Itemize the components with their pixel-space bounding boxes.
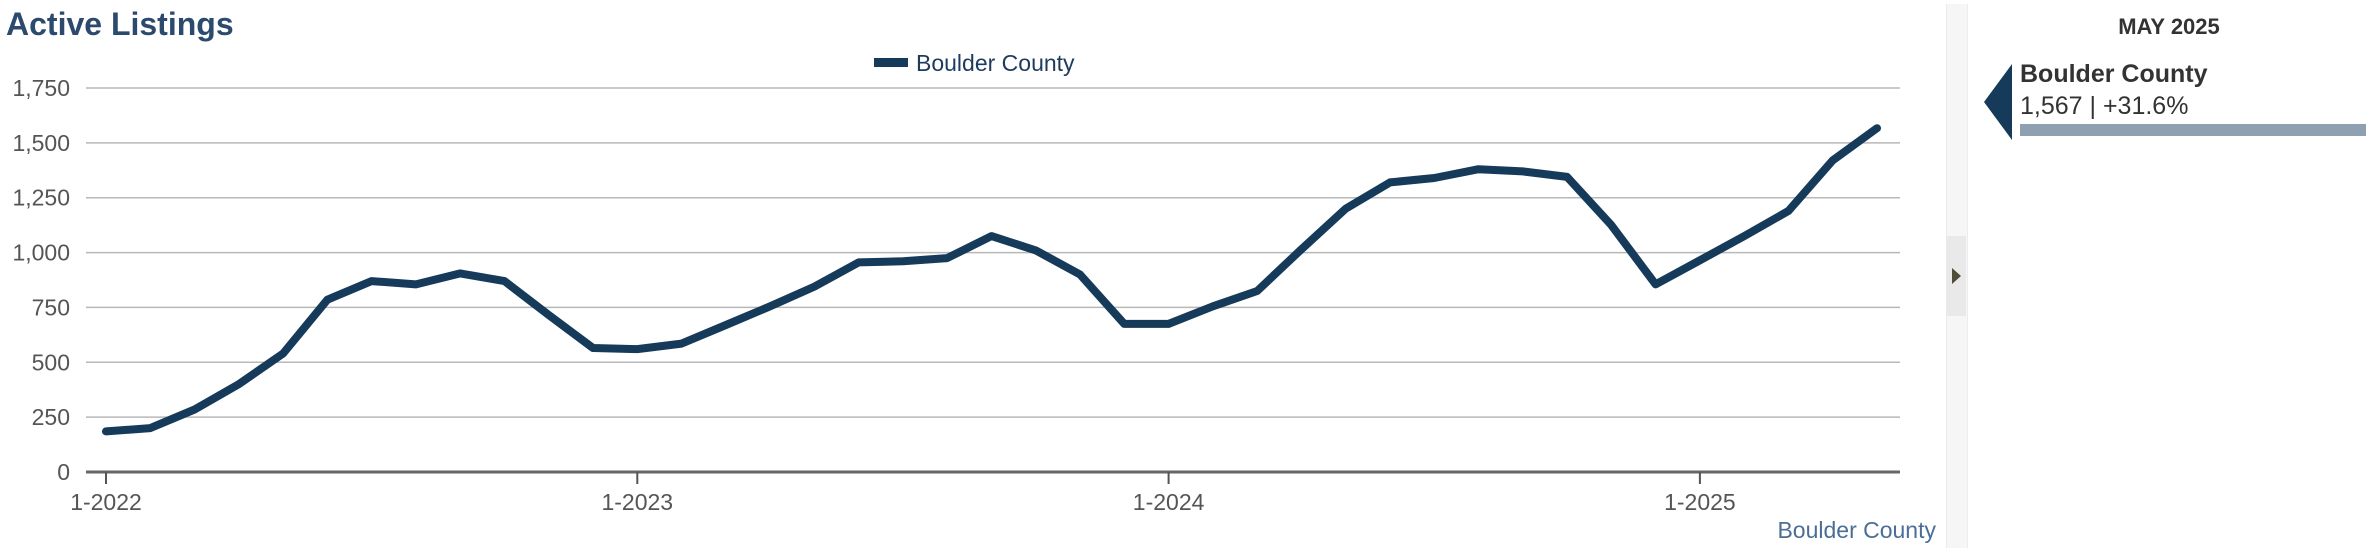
y-tick-label: 250: [32, 404, 70, 430]
y-tick-label: 500: [32, 349, 70, 375]
chart-title: Active Listings: [6, 6, 234, 42]
series-line-boulder-county[interactable]: [102, 124, 1881, 436]
x-tick-label: 1-2023: [601, 489, 673, 515]
panel-period-label: MAY 2025: [2118, 14, 2220, 39]
y-axis-ticks: 0 250 500 750 1,000 1,250 1,500 1,750: [12, 75, 70, 485]
gridlines: [86, 87, 1900, 418]
panel-value-text: 1,567 | +31.6%: [2020, 92, 2189, 120]
y-tick-label: 750: [32, 294, 70, 320]
caret-right-icon: [1952, 268, 1961, 284]
x-tick-label: 1-2022: [70, 489, 142, 515]
panel-series-name: Boulder County: [2020, 60, 2208, 88]
legend[interactable]: Boulder County: [874, 50, 1075, 76]
panel-toggle-button[interactable]: [1946, 236, 1966, 316]
y-tick-label: 1,750: [12, 75, 70, 101]
legend-label: Boulder County: [916, 50, 1075, 76]
series-marker-icon: [1984, 64, 2012, 140]
x-tick-label: 1-2024: [1133, 489, 1205, 515]
summary-panel: MAY 2025 Boulder County 1,567 | +31.6%: [1966, 0, 2372, 556]
series-corner-label: Boulder County: [1777, 517, 1936, 543]
x-axis-ticks: 1-2022 1-2023 1-2024 1-2025: [70, 472, 1736, 515]
legend-swatch: [874, 58, 908, 67]
y-tick-label: 1,250: [12, 185, 70, 211]
x-tick-label: 1-2025: [1664, 489, 1736, 515]
panel-value-bar-fill: [2020, 124, 2366, 136]
y-tick-label: 0: [57, 459, 70, 485]
y-tick-label: 1,000: [12, 240, 70, 266]
y-tick-label: 1,500: [12, 130, 70, 156]
panel-value-bar: [2020, 124, 2366, 136]
